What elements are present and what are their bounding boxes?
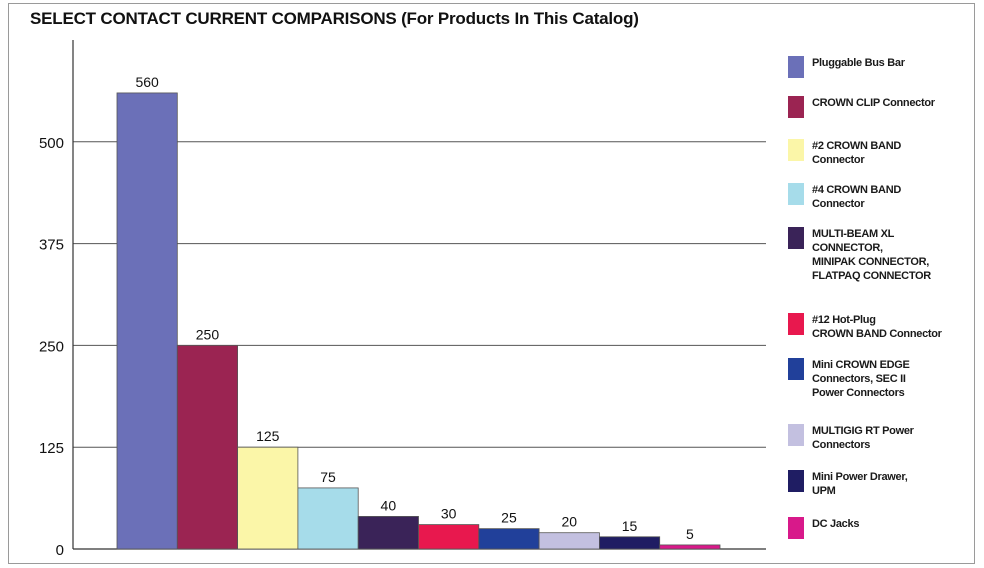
bar-value-label: 5 [686,526,694,542]
legend-label: #2 CROWN BAND Connector [812,140,901,166]
bar-value-label: 75 [320,469,336,485]
y-tick-label: 375 [39,237,64,254]
legend-label: #12 Hot-Plug CROWN BAND Connector [812,314,942,340]
legend-label: CROWN CLIP Connector [812,97,935,109]
bar-value-label: 25 [501,510,517,526]
legend-item: DC Jacks [788,517,859,539]
bar-3 [237,446,299,550]
bar-2 [176,344,239,550]
legend-swatch [788,183,804,205]
bar-10 [659,544,721,550]
y-tick-label: 0 [56,542,64,559]
bar-value-label: 15 [622,518,638,534]
legend-swatch [788,517,804,539]
bar-6 [418,524,480,550]
legend-label: MULTI-BEAM XL CONNECTOR, MINIPAK CONNECT… [812,228,931,282]
bar-value-label: 20 [561,514,577,530]
legend-swatch [788,139,804,161]
bar-5 [357,516,419,550]
legend-label: MULTIGIG RT Power Connectors [812,425,914,451]
bar-value-label: 560 [135,74,159,90]
legend-label: #4 CROWN BAND Connector [812,184,901,210]
legend-swatch [788,470,804,492]
bar-value-label: 250 [196,326,220,342]
legend-item: Mini Power Drawer, UPM [788,470,908,498]
bar-1 [116,92,178,550]
y-tick-label: 500 [39,135,64,152]
legend-swatch [788,358,804,380]
legend-swatch [788,227,804,249]
legend-swatch [788,424,804,446]
bar-value-label: 40 [381,497,397,513]
bar-4 [297,487,359,550]
legend-label: Mini CROWN EDGE Connectors, SEC II Power… [812,359,910,399]
chart-title: SELECT CONTACT CURRENT COMPARISONS (For … [30,9,639,28]
legend-item: CROWN CLIP Connector [788,96,935,118]
legend-item: #4 CROWN BAND Connector [788,183,901,211]
legend-swatch [788,313,804,335]
legend-item: MULTIGIG RT Power Connectors [788,424,914,452]
y-tick-label: 125 [39,440,64,457]
bar-chart: 0 125 250 375 500 560 250 125 75 40 30 25 20 15 5 [39,40,766,559]
legend-item: Mini CROWN EDGE Connectors, SEC II Power… [788,358,910,400]
legend-item: #2 CROWN BAND Connector [788,139,901,167]
legend-label: Pluggable Bus Bar [812,57,905,69]
legend-swatch [788,56,804,78]
legend-item: Pluggable Bus Bar [788,56,905,78]
bar-7 [478,528,540,550]
legend-label: DC Jacks [812,518,860,530]
legend-swatch [788,96,804,118]
legend-item: MULTI-BEAM XL CONNECTOR, MINIPAK CONNECT… [788,227,931,283]
bar-8 [538,532,600,550]
bar-value-label: 125 [256,428,280,444]
y-tick-label: 250 [39,338,64,355]
bar-9 [599,536,661,550]
legend-item: #12 Hot-Plug CROWN BAND Connector [788,313,942,341]
bar-value-label: 30 [441,506,457,522]
legend-label: Mini Power Drawer, UPM [812,471,908,497]
chart-legend: Pluggable Bus Bar CROWN CLIP Connector #2 … [788,0,978,568]
